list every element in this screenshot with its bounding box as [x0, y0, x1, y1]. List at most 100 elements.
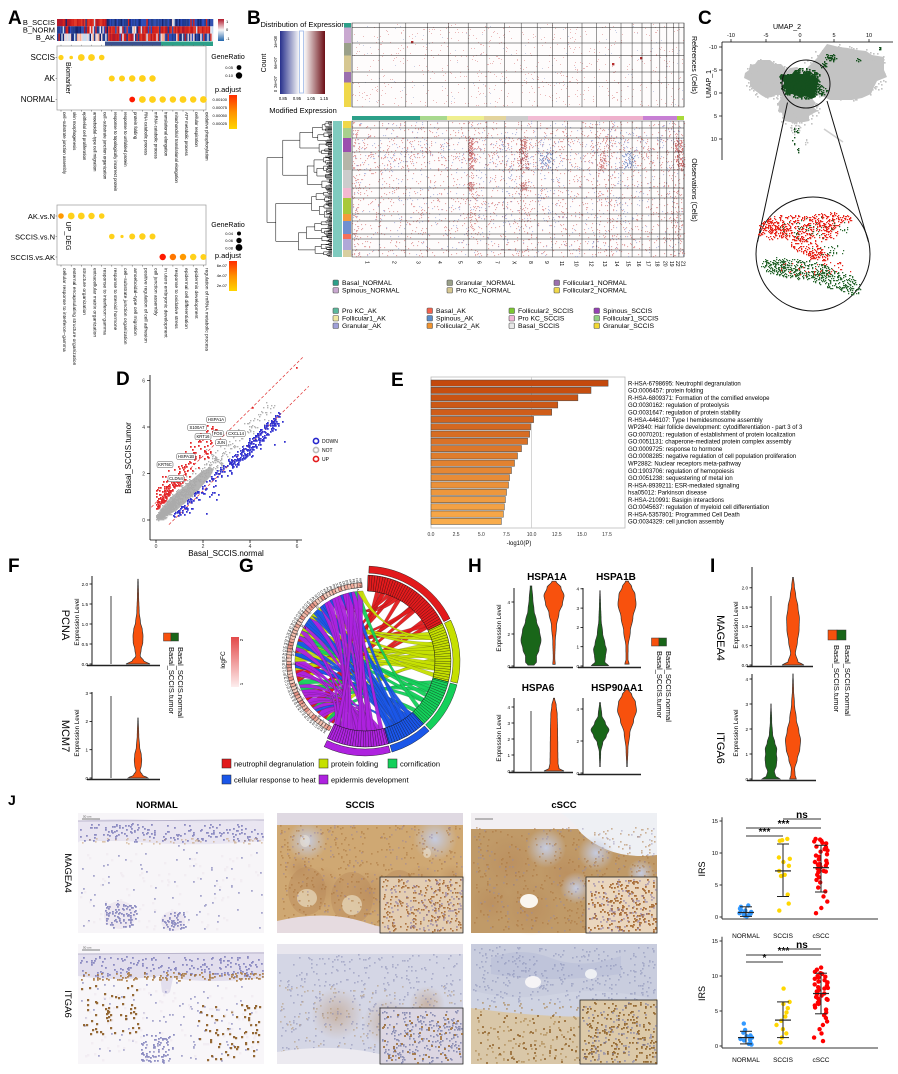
svg-text:7: 7: [494, 261, 500, 264]
svg-text:GO:0031647: regulation of prot: GO:0031647: regulation of protein stabil…: [628, 411, 740, 417]
svg-text:response to steroid hormone: response to steroid hormone: [112, 268, 118, 331]
svg-text:Basal_SCCIS.normal: Basal_SCCIS.normal: [843, 645, 852, 716]
svg-text:SCCIS: SCCIS: [345, 800, 374, 811]
svg-text:0: 0: [745, 777, 748, 782]
svg-text:response to unfolded protein: response to unfolded protein: [123, 112, 128, 167]
svg-text:PKP1: PKP1: [331, 584, 338, 593]
svg-text:NORMAL: NORMAL: [136, 800, 178, 811]
svg-text:Spinous_SCCIS: Spinous_SCCIS: [603, 308, 653, 315]
svg-text:2: 2: [202, 544, 205, 550]
svg-text:NOT: NOT: [322, 448, 333, 454]
svg-text:2: 2: [142, 472, 145, 478]
svg-text:6e-07: 6e-07: [217, 263, 228, 268]
svg-text:1: 1: [226, 19, 229, 24]
svg-text:4e-07: 4e-07: [217, 273, 228, 278]
svg-text:10: 10: [711, 137, 717, 143]
svg-text:PPIF: PPIF: [348, 579, 353, 587]
svg-text:NORMAL: NORMAL: [732, 933, 760, 940]
svg-text:positive regulation of cell ad: positive regulation of cell adhesion: [142, 268, 148, 343]
svg-text:ITGA6: ITGA6: [714, 732, 726, 764]
svg-text:1: 1: [507, 753, 510, 758]
svg-text:3: 3: [85, 691, 88, 696]
svg-text:15: 15: [712, 939, 718, 945]
svg-text:GO:0051131: chaperone-mediated: GO:0051131: chaperone-mediated protein c…: [628, 440, 791, 446]
svg-text:2e+07: 2e+07: [273, 75, 278, 87]
svg-text:1.0: 1.0: [82, 622, 89, 627]
svg-text:Biomarker: Biomarker: [64, 62, 71, 95]
svg-text:-5: -5: [712, 68, 717, 74]
svg-text:1.15: 1.15: [320, 96, 329, 101]
svg-text:mRNA catabolic process: mRNA catabolic process: [153, 112, 158, 159]
svg-text:10.0: 10.0: [527, 532, 537, 538]
svg-text:14: 14: [613, 261, 619, 267]
svg-text:0.10: 0.10: [225, 73, 234, 78]
svg-text:0.08: 0.08: [225, 246, 234, 251]
svg-text:Granular_NORMAL: Granular_NORMAL: [456, 280, 516, 287]
svg-text:17.5: 17.5: [602, 532, 612, 538]
svg-text:5: 5: [714, 114, 717, 120]
svg-text:p.adjust: p.adjust: [215, 85, 242, 94]
svg-text:G: G: [239, 556, 254, 577]
svg-text:0.00075: 0.00075: [213, 105, 228, 110]
svg-text:0.04: 0.04: [225, 231, 234, 236]
svg-text:JUN: JUN: [217, 440, 225, 445]
svg-text:GO:0034329: cell junction asse: GO:0034329: cell junction assembly: [628, 520, 724, 526]
svg-text:in utero embryonic development: in utero embryonic development: [163, 268, 169, 338]
svg-text:Expression Level: Expression Level: [496, 604, 503, 651]
svg-text:HSPA1A: HSPA1A: [527, 572, 567, 583]
svg-text:5: 5: [832, 33, 835, 39]
svg-text:15.0: 15.0: [577, 532, 587, 538]
svg-text:S100A7: S100A7: [190, 425, 206, 430]
svg-text:Pro KC_SCCIS: Pro KC_SCCIS: [518, 316, 565, 323]
svg-text:mitochondrial translational el: mitochondrial translational elongation: [174, 112, 179, 184]
svg-text:cellular response to interfero: cellular response to interferon−gamma: [61, 268, 67, 352]
svg-text:structure organization: structure organization: [81, 268, 87, 315]
svg-text:*: *: [763, 953, 767, 964]
svg-text:0.00050: 0.00050: [213, 113, 228, 118]
svg-text:Expression Level: Expression Level: [733, 601, 740, 648]
svg-text:E: E: [391, 370, 404, 391]
svg-text:Spinous_AK: Spinous_AK: [436, 316, 474, 323]
svg-text:0.0: 0.0: [82, 662, 89, 667]
svg-text:0: 0: [142, 518, 145, 524]
svg-text:UMAP_1: UMAP_1: [706, 70, 713, 98]
svg-text:extracellular matrix organizat: extracellular matrix organization: [91, 268, 97, 337]
svg-text:Observations (Cells): Observations (Cells): [690, 158, 697, 221]
svg-text:translational elongation: translational elongation: [164, 112, 169, 157]
svg-text:5: 5: [715, 1009, 718, 1015]
svg-text:protein folding: protein folding: [133, 112, 138, 140]
svg-text:10: 10: [866, 33, 872, 39]
svg-text:13: 13: [601, 261, 607, 267]
svg-text:21: 21: [679, 261, 685, 267]
svg-text:KRT6C: KRT6C: [158, 462, 172, 467]
svg-text:2: 2: [576, 625, 579, 630]
svg-text:R-HSA-446107: Type I hemidesmo: R-HSA-446107: Type I hemidesmosome assem…: [628, 418, 763, 424]
svg-text:MAGEA4: MAGEA4: [714, 615, 726, 661]
svg-text:GO:0070201: regulation of esta: GO:0070201: regulation of establishment …: [628, 432, 795, 438]
svg-text:Follicular2_AK: Follicular2_AK: [436, 323, 480, 330]
svg-text:oxidative phosphorylation: oxidative phosphorylation: [204, 112, 209, 161]
svg-text:B: B: [247, 8, 261, 29]
svg-text:6: 6: [476, 261, 482, 264]
svg-text:Distribution of Expression: Distribution of Expression: [260, 20, 345, 29]
svg-text:Follicular1_AK: Follicular1_AK: [342, 316, 386, 323]
svg-text:AQP3: AQP3: [325, 586, 333, 596]
svg-text:0.00100: 0.00100: [213, 97, 228, 102]
svg-text:FLG: FLG: [303, 712, 311, 720]
svg-text:Basal_SCCIS.normal: Basal_SCCIS.normal: [664, 651, 673, 722]
svg-text:KRT1: KRT1: [338, 581, 344, 590]
svg-text:10: 10: [712, 851, 718, 857]
svg-text:GO:0051238: sequestering of me: GO:0051238: sequestering of metal ion: [628, 476, 733, 482]
svg-text:HSPA1B: HSPA1B: [596, 572, 636, 583]
svg-text:-10: -10: [709, 45, 717, 51]
svg-text:cellular response to heat: cellular response to heat: [234, 776, 317, 785]
svg-text:-log10(P): -log10(P): [507, 541, 532, 547]
svg-text:HSPA6: HSPA6: [522, 683, 555, 694]
svg-text:SLPI: SLPI: [283, 672, 291, 677]
svg-text:Basal_SCCIS.tumor: Basal_SCCIS.tumor: [832, 645, 841, 713]
svg-text:Basal_SCCIS.normal: Basal_SCCIS.normal: [176, 647, 185, 718]
svg-text:WP2882: Nuclear receptors meta: WP2882: Nuclear receptors meta-pathway: [628, 462, 741, 468]
svg-text:1.5: 1.5: [742, 605, 749, 610]
svg-text:KLK7: KLK7: [282, 656, 290, 660]
svg-text:ns: ns: [796, 810, 808, 821]
